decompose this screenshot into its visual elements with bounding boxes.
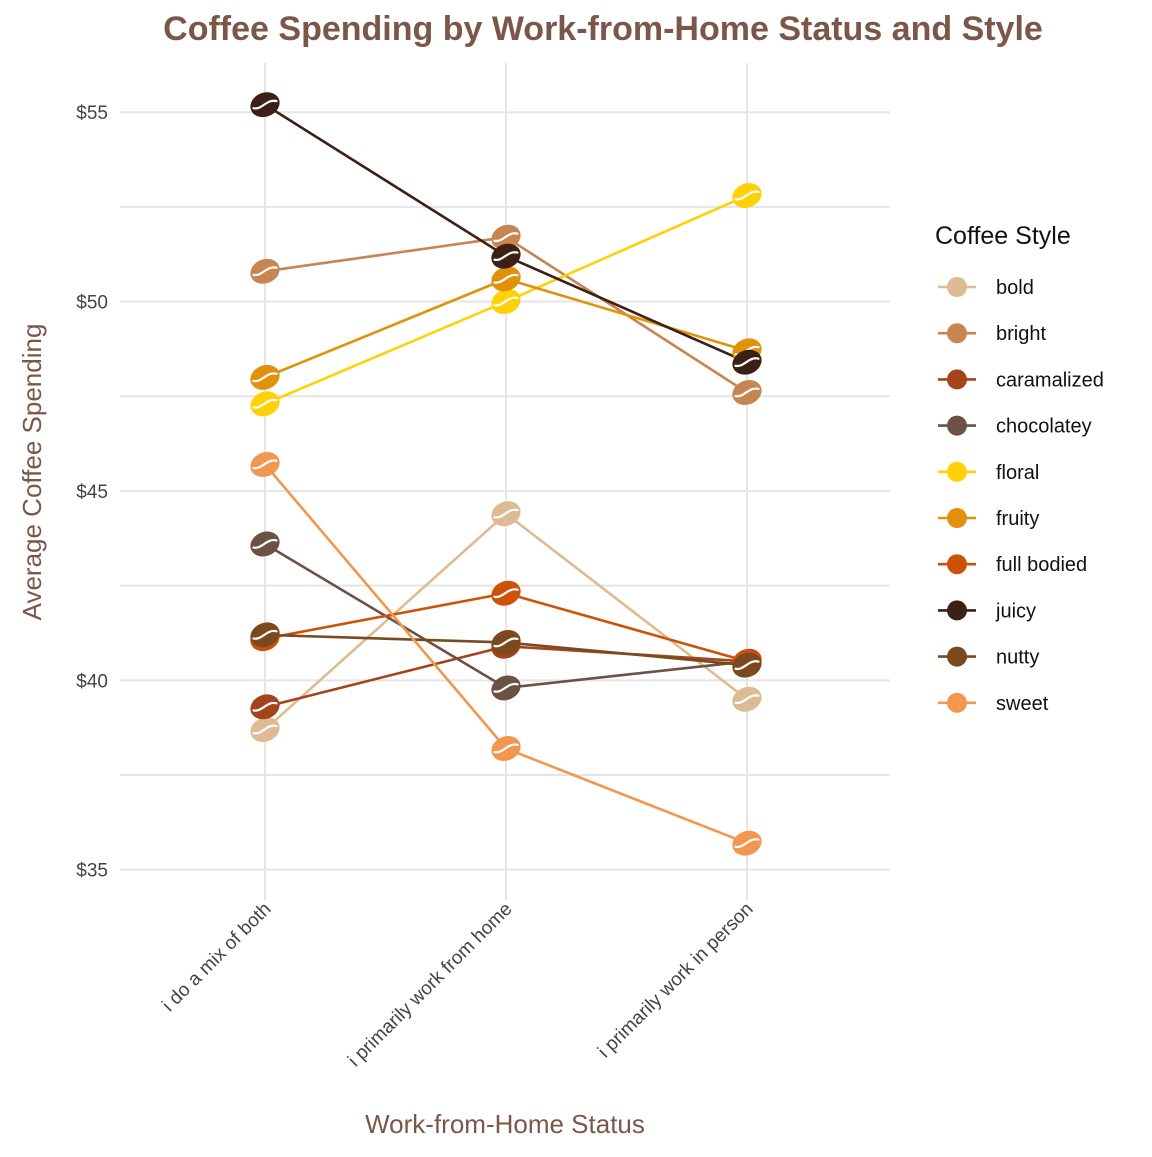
legend-title: Coffee Style bbox=[935, 222, 1071, 250]
data-point-juicy bbox=[732, 349, 762, 375]
legend: Coffee Style bold bright caramalized chocol… bbox=[935, 222, 1104, 715]
y-axis-title: Average Coffee Spending bbox=[17, 324, 47, 621]
legend-label: bold bbox=[996, 277, 1034, 299]
data-point-caramalized bbox=[250, 694, 280, 720]
legend-key-dot bbox=[947, 692, 967, 713]
legend-key-dot bbox=[947, 554, 967, 575]
y-tick-label: $40 bbox=[76, 671, 108, 692]
legend-label: floral bbox=[996, 462, 1039, 484]
data-point-nutty bbox=[250, 622, 280, 648]
y-tick-label: $50 bbox=[76, 293, 108, 314]
x-tick-label: i do a mix of both bbox=[158, 899, 275, 1016]
data-point-sweet bbox=[250, 451, 280, 477]
data-point-bright bbox=[491, 224, 521, 250]
legend-label: bright bbox=[996, 323, 1046, 345]
legend-key-dot bbox=[947, 508, 967, 528]
series-markers bbox=[250, 92, 762, 856]
legend-label: fruity bbox=[996, 508, 1039, 530]
legend-label: sweet bbox=[996, 693, 1049, 715]
legend-key-dot bbox=[947, 415, 967, 436]
data-point-chocolatey bbox=[491, 675, 521, 701]
legend-item: full bodied bbox=[938, 554, 1087, 576]
legend-item: nutty bbox=[938, 646, 1039, 669]
data-point-full-bodied bbox=[491, 580, 521, 606]
data-point-bold bbox=[491, 501, 521, 527]
legend-item: bright bbox=[938, 323, 1046, 345]
data-point-nutty bbox=[732, 652, 762, 678]
legend-item: chocolatey bbox=[938, 415, 1092, 438]
legend-label: caramalized bbox=[996, 369, 1104, 391]
data-point-bold bbox=[732, 686, 762, 712]
legend-key-dot bbox=[947, 600, 967, 621]
data-point-bright bbox=[732, 380, 762, 405]
legend-key-dot bbox=[947, 369, 967, 390]
legend-key-dot bbox=[947, 461, 967, 482]
data-point-bright bbox=[250, 258, 280, 284]
data-point-floral bbox=[250, 391, 280, 417]
legend-item: fruity bbox=[938, 508, 1039, 530]
legend-items: bold bright caramalized chocolatey floral fru… bbox=[938, 277, 1104, 715]
chart-title: Coffee Spending by Work-from-Home Status… bbox=[163, 10, 1043, 48]
data-point-floral bbox=[491, 289, 521, 315]
y-tick-label: $55 bbox=[76, 103, 108, 124]
legend-label: juicy bbox=[995, 600, 1036, 622]
data-point-fruity bbox=[250, 364, 280, 390]
legend-item: juicy bbox=[938, 600, 1036, 622]
data-point-sweet bbox=[732, 830, 762, 856]
x-tick-label: i primarily work in person bbox=[594, 899, 757, 1062]
legend-item: caramalized bbox=[938, 369, 1104, 391]
legend-label: nutty bbox=[996, 647, 1039, 669]
y-tick-label: $35 bbox=[76, 861, 108, 882]
y-tick-label: $45 bbox=[76, 482, 108, 503]
data-point-bold bbox=[250, 717, 280, 743]
data-point-sweet bbox=[491, 736, 521, 761]
legend-key-dot bbox=[947, 646, 967, 667]
data-point-fruity bbox=[491, 266, 521, 292]
data-point-floral bbox=[732, 183, 762, 209]
legend-item: bold bbox=[938, 277, 1034, 299]
x-tick-label: i primarily work from home bbox=[344, 899, 516, 1071]
legend-item: floral bbox=[938, 461, 1039, 484]
legend-key-dot bbox=[947, 277, 967, 297]
legend-label: full bodied bbox=[996, 554, 1087, 576]
legend-key-dot bbox=[947, 323, 967, 344]
data-point-juicy bbox=[250, 92, 280, 118]
data-point-juicy bbox=[491, 243, 521, 269]
x-axis-title: Work-from-Home Status bbox=[365, 1109, 645, 1139]
axes: $35 $40 $45 $50 $55 i do a mix of both i prima… bbox=[76, 103, 757, 1071]
grid bbox=[120, 63, 890, 900]
data-point-nutty bbox=[491, 629, 521, 655]
legend-label: chocolatey bbox=[996, 416, 1092, 438]
data-point-chocolatey bbox=[250, 531, 280, 557]
legend-item: sweet bbox=[938, 692, 1049, 715]
